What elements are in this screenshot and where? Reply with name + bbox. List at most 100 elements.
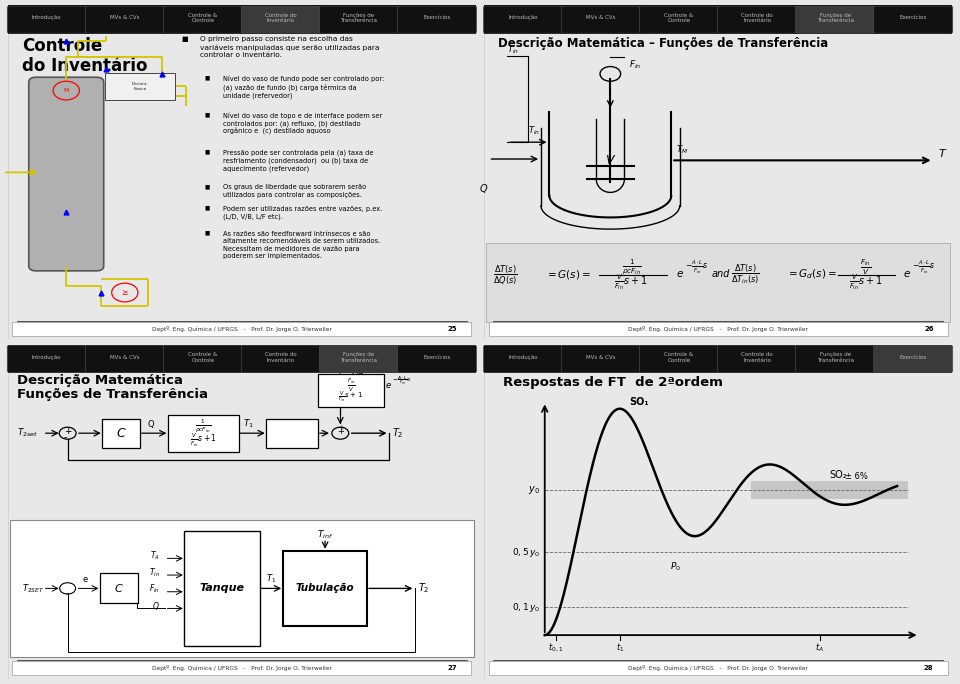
Text: $Q$: $Q$ xyxy=(153,600,160,611)
Text: $-\frac{A\cdot L}{F_{in}}s$: $-\frac{A\cdot L}{F_{in}}s$ xyxy=(392,374,412,386)
Text: Controle do
Inventário: Controle do Inventário xyxy=(741,12,773,23)
Text: $y_0$: $y_0$ xyxy=(528,484,540,497)
Text: $-\frac{A\cdot L}{F_{in}}s$: $-\frac{A\cdot L}{F_{in}}s$ xyxy=(294,421,314,434)
Text: $Q$: $Q$ xyxy=(479,183,489,196)
Text: Tubulação: Tubulação xyxy=(296,583,354,594)
FancyBboxPatch shape xyxy=(12,661,471,675)
Text: Controle &
Controle: Controle & Controle xyxy=(188,352,218,363)
Text: Introdução: Introdução xyxy=(32,355,61,360)
Text: Funções de
Transferência: Funções de Transferência xyxy=(341,352,377,363)
FancyBboxPatch shape xyxy=(318,373,384,408)
Text: -: - xyxy=(63,432,67,443)
Text: $t_A$: $t_A$ xyxy=(815,642,825,655)
Text: $e$: $e$ xyxy=(676,269,684,279)
Text: $\frac{\Delta T(s)}{\Delta Q(s)}$: $\frac{\Delta T(s)}{\Delta Q(s)}$ xyxy=(493,263,518,286)
Text: +: + xyxy=(64,428,71,436)
FancyBboxPatch shape xyxy=(486,243,950,321)
Text: Funções de
Transferência: Funções de Transferência xyxy=(817,12,853,23)
Text: Descrição Matemática – Funções de Transferência: Descrição Matemática – Funções de Transf… xyxy=(498,37,828,50)
Text: Funções de
Transferência: Funções de Transferência xyxy=(817,352,853,363)
Text: Introdução: Introdução xyxy=(508,16,538,21)
Text: Exercícios: Exercícios xyxy=(900,16,927,21)
Text: Deptº. Eng. Química / UFRGS   -   Prof. Dr. Jorge O. Trierweiler: Deptº. Eng. Química / UFRGS - Prof. Dr. … xyxy=(628,326,808,332)
Text: $P_0$: $P_0$ xyxy=(670,560,682,573)
Text: ■: ■ xyxy=(204,231,209,236)
Text: $T_2$: $T_2$ xyxy=(392,426,403,440)
Text: ■: ■ xyxy=(181,36,187,42)
Text: $T$: $T$ xyxy=(938,147,948,159)
Text: ■: ■ xyxy=(204,75,209,81)
Text: MVs & CVs: MVs & CVs xyxy=(110,16,139,21)
FancyBboxPatch shape xyxy=(29,77,104,271)
FancyBboxPatch shape xyxy=(484,345,952,373)
Text: $T_1$: $T_1$ xyxy=(244,417,254,430)
FancyBboxPatch shape xyxy=(8,345,476,373)
Text: +: + xyxy=(338,425,344,431)
Text: Deptº. Eng. Química / UFRGS   -   Prof. Dr. Jorge O. Trierweiler: Deptº. Eng. Química / UFRGS - Prof. Dr. … xyxy=(628,665,808,671)
Text: $\frac{V}{F_{in}}s + 1$: $\frac{V}{F_{in}}s + 1$ xyxy=(614,273,648,292)
Text: Tanque: Tanque xyxy=(200,583,245,594)
FancyBboxPatch shape xyxy=(874,345,952,373)
Text: $-\frac{A \cdot L}{F_{in}}s$: $-\frac{A \cdot L}{F_{in}}s$ xyxy=(913,259,936,276)
FancyBboxPatch shape xyxy=(85,345,164,373)
FancyBboxPatch shape xyxy=(484,345,563,373)
Text: $\frac{F_{in}}{V}$: $\frac{F_{in}}{V}$ xyxy=(347,376,355,393)
FancyBboxPatch shape xyxy=(562,345,640,373)
Text: ■: ■ xyxy=(204,149,209,154)
Text: $\frac{1}{\rho c F_{in}}$: $\frac{1}{\rho c F_{in}}$ xyxy=(195,418,211,435)
Text: $T_{in}$: $T_{in}$ xyxy=(528,125,540,137)
Text: $= G_d(s) =$: $= G_d(s) =$ xyxy=(786,267,837,281)
FancyBboxPatch shape xyxy=(489,661,948,675)
Text: +: + xyxy=(337,428,344,436)
Text: Descrição Matemática
Funções de Transferência: Descrição Matemática Funções de Transfer… xyxy=(17,374,208,401)
Text: Introdução: Introdução xyxy=(508,355,538,360)
Text: $T_{2SET}$: $T_{2SET}$ xyxy=(22,582,44,594)
Text: $T_M$: $T_M$ xyxy=(676,143,688,155)
FancyBboxPatch shape xyxy=(718,6,797,34)
Text: $T_1$: $T_1$ xyxy=(266,573,276,586)
Text: e: e xyxy=(83,575,87,583)
Text: $V$: $V$ xyxy=(605,154,616,167)
FancyBboxPatch shape xyxy=(796,6,875,34)
Text: Controle
do Inventário: Controle do Inventário xyxy=(22,37,147,75)
Text: ■: ■ xyxy=(204,112,209,117)
FancyBboxPatch shape xyxy=(639,6,718,34)
Text: Introdução: Introdução xyxy=(32,16,61,21)
Text: Controle do
Inventário: Controle do Inventário xyxy=(741,352,773,363)
Text: Exercícios: Exercícios xyxy=(423,16,451,21)
Text: Respostas de FT  de 2ªordem: Respostas de FT de 2ªordem xyxy=(503,376,723,389)
FancyBboxPatch shape xyxy=(320,345,398,373)
Text: $0,1\,y_0$: $0,1\,y_0$ xyxy=(512,601,540,614)
Text: M: M xyxy=(63,88,69,93)
Text: $C$: $C$ xyxy=(116,427,127,440)
FancyBboxPatch shape xyxy=(85,6,164,34)
Text: SO₂: SO₂ xyxy=(829,470,848,480)
Text: Nível do vaso de fundo pode ser controlado por:
(a) vazão de fundo (b) carga tér: Nível do vaso de fundo pode ser controla… xyxy=(223,75,384,99)
FancyBboxPatch shape xyxy=(484,6,563,34)
FancyBboxPatch shape xyxy=(874,6,952,34)
Text: and: and xyxy=(711,269,730,279)
Text: Exercícios: Exercícios xyxy=(423,355,451,360)
Text: Controle &
Controle: Controle & Controle xyxy=(664,12,694,23)
Text: $\frac{1}{\rho c F_{in}}$: $\frac{1}{\rho c F_{in}}$ xyxy=(621,258,641,277)
Text: Exercícios: Exercícios xyxy=(900,355,927,360)
Text: Decant.
Fásico: Decant. Fásico xyxy=(132,82,149,91)
FancyBboxPatch shape xyxy=(12,322,471,336)
Text: 25: 25 xyxy=(448,326,457,332)
FancyBboxPatch shape xyxy=(266,419,319,447)
Text: Podem ser utilizadas razões entre vazões, p.ex.
(L/D, V/B, L/F etc).: Podem ser utilizadas razões entre vazões… xyxy=(223,206,382,220)
FancyBboxPatch shape xyxy=(484,5,952,34)
FancyBboxPatch shape xyxy=(320,6,398,34)
FancyBboxPatch shape xyxy=(242,6,321,34)
Text: $e$: $e$ xyxy=(385,382,392,391)
FancyBboxPatch shape xyxy=(163,345,242,373)
Text: Deptº. Eng. Química / UFRGS   -   Prof. Dr. Jorge O. Trierweiler: Deptº. Eng. Química / UFRGS - Prof. Dr. … xyxy=(152,326,332,332)
Text: 27: 27 xyxy=(447,665,457,671)
Text: Funções de
Transferência: Funções de Transferência xyxy=(341,12,377,23)
Text: Deptº. Eng. Química / UFRGS   -   Prof. Dr. Jorge O. Trierweiler: Deptº. Eng. Química / UFRGS - Prof. Dr. … xyxy=(152,665,332,671)
Text: $\frac{\Delta T(s)}{\Delta T_{in}(s)}$: $\frac{\Delta T(s)}{\Delta T_{in}(s)}$ xyxy=(731,262,759,286)
FancyBboxPatch shape xyxy=(796,345,875,373)
Text: SO₁: SO₁ xyxy=(629,397,649,408)
Text: $F_{in}$: $F_{in}$ xyxy=(149,583,160,595)
FancyBboxPatch shape xyxy=(718,345,797,373)
